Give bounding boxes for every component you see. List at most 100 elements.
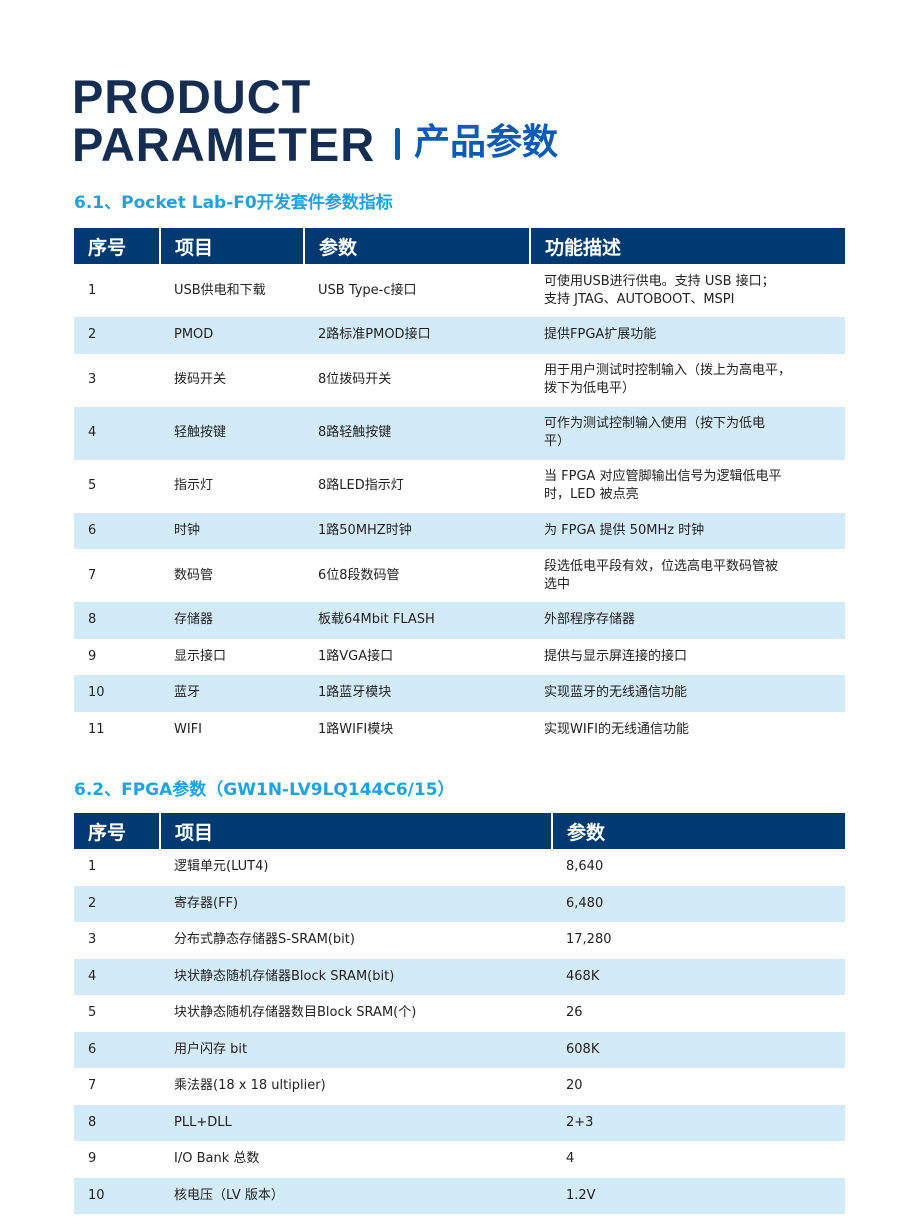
table-cell: 4 — [74, 406, 160, 460]
table-cell: 8路轻触按键 — [304, 406, 530, 460]
title-divider — [395, 128, 400, 160]
column-header: 序号 — [74, 228, 160, 264]
table-cell: PLL+DLL — [160, 1104, 552, 1141]
table-cell: 存储器 — [160, 602, 304, 639]
table-cell: 实现WIFI的无线通信功能 — [544, 721, 689, 737]
table-cell: 4 — [566, 1151, 575, 1167]
table-cell: 8 — [74, 1104, 160, 1141]
table-cell: 为 FPGA 提供 50MHz 时钟 — [530, 512, 845, 549]
table-cell: USB Type-c接口 — [318, 282, 417, 298]
table-cell: 8路LED指示灯 — [318, 478, 404, 493]
table-cell: 蓝牙 — [160, 675, 304, 712]
table-cell: 5 — [88, 1005, 97, 1021]
table-cell: 拨码开关 — [174, 372, 227, 387]
table-row: 1 逻辑单元(LUT4) 8,640 — [74, 849, 845, 886]
column-header: 项目 — [159, 813, 552, 849]
table-cell: 用户闪存 bit — [160, 1031, 552, 1068]
table-cell: 逻辑单元(LUT4) — [174, 859, 269, 875]
table-cell: 当 FPGA 对应管脚输出信号为逻辑低电平 时，LED 被点亮 — [544, 469, 782, 502]
section1-heading: 6.1、Pocket Lab-F0开发套件参数指标 — [74, 193, 393, 213]
table-cell: 9 — [88, 648, 97, 664]
table-row: 1 USB供电和下载 USB Type-c接口 可使用USB进行供电。支持 USB 接… — [74, 264, 845, 317]
column-header: 功能描述 — [529, 228, 845, 264]
title-line1: PRODUCT — [72, 70, 312, 123]
table-cell: 6 — [74, 1031, 160, 1068]
table-row: 6 用户闪存 bit 608K — [74, 1031, 845, 1068]
table-cell: 指示灯 — [174, 478, 214, 493]
table-row: 2 PMOD 2路标准PMOD接口 提供FPGA扩展功能 — [74, 317, 845, 354]
table-cell: 8,640 — [566, 859, 604, 875]
table-cell: 1 — [88, 282, 97, 298]
table-cell: 20 — [566, 1078, 583, 1094]
title-line2: PARAMETER — [72, 118, 376, 171]
table-cell: 1 — [88, 859, 97, 875]
table-cell: 7 — [88, 1078, 97, 1094]
column-header: 参数 — [551, 813, 845, 849]
table-cell: 6,480 — [552, 885, 845, 922]
table-cell: 3 — [88, 932, 97, 948]
fpga-parameter-table: 序号 项目 参数 1 逻辑单元(LUT4) 8,640 2 寄存器(FF) 6,480 3 分布式静… — [74, 813, 845, 1214]
table-row: 2 寄存器(FF) 6,480 — [74, 885, 845, 922]
table-row: 11 WIFI 1路WIFI模块 实现WIFI的无线通信功能 — [74, 712, 845, 749]
table-cell: 8 — [74, 602, 160, 639]
table-row: 3 分布式静态存储器S-SRAM(bit) 17,280 — [74, 922, 845, 959]
table-cell: 可作为测试控制输入使用（按下为低电 平） — [530, 406, 845, 460]
table-cell: I/O Bank 总数 — [174, 1151, 260, 1167]
table-row: 8 PLL+DLL 2+3 — [74, 1104, 845, 1141]
table-cell: 块状静态随机存储器Block SRAM(bit) — [160, 958, 552, 995]
table-row: 9 显示接口 1路VGA接口 提供与显示屏连接的接口 — [74, 639, 845, 676]
table-cell: 提供与显示屏连接的接口 — [544, 648, 688, 664]
table-cell: 608K — [552, 1031, 845, 1068]
column-header: 参数 — [303, 228, 530, 264]
table-cell: 8位拨码开关 — [318, 372, 392, 387]
table-row: 3 拨码开关 8位拨码开关 用于用户测试时控制输入（拨上为高电平， 拨下为低电平） — [74, 354, 845, 407]
table-cell: 用于用户测试时控制输入（拨上为高电平， 拨下为低电平） — [544, 363, 792, 396]
table-cell: 6位8段数码管 — [318, 567, 400, 583]
table-row: 9 I/O Bank 总数 4 — [74, 1141, 845, 1178]
table-cell: 10 — [74, 675, 160, 712]
table-cell: 块状静态随机存储器数目Block SRAM(个) — [174, 1005, 417, 1021]
table-cell: 7 — [88, 567, 97, 583]
table-cell: 1路WIFI模块 — [318, 721, 394, 737]
table-cell: 数码管 — [174, 567, 214, 583]
table-cell: WIFI — [174, 721, 202, 737]
table-cell: 提供FPGA扩展功能 — [530, 317, 845, 354]
table-cell: 10 — [74, 1177, 160, 1214]
column-header: 项目 — [159, 228, 304, 264]
table-cell: 17,280 — [566, 932, 612, 948]
table-cell: 4 — [74, 958, 160, 995]
title-chinese: 产品参数 — [414, 122, 559, 163]
table-cell: 5 — [88, 478, 97, 493]
table-cell: 2路标准PMOD接口 — [304, 317, 530, 354]
table-cell: 3 — [88, 372, 97, 387]
table-row: 10 蓝牙 1路蓝牙模块 实现蓝牙的无线通信功能 — [74, 675, 845, 712]
table-cell: 1路50MHZ时钟 — [304, 512, 530, 549]
table-row: 10 核电压（LV 版本） 1.2V — [74, 1177, 845, 1214]
table-row: 8 存储器 板载64Mbit FLASH 外部程序存储器 — [74, 602, 845, 639]
section2-heading: 6.2、FPGA参数（GW1N-LV9LQ144C6/15） — [74, 780, 455, 800]
table-cell: PMOD — [160, 317, 304, 354]
table-cell: 寄存器(FF) — [160, 885, 552, 922]
kit-parameter-table: 序号 项目 参数 功能描述 1 USB供电和下载 USB Type-c接口 可使用USB进行供… — [74, 228, 845, 748]
table-cell: 26 — [566, 1005, 583, 1021]
table-cell: 1路VGA接口 — [318, 648, 394, 664]
column-header: 序号 — [74, 813, 160, 849]
table-cell: 时钟 — [160, 512, 304, 549]
table-row: 6 时钟 1路50MHZ时钟为 FPGA 提供 50MHz 时钟 — [74, 512, 845, 549]
table-cell: 板载64Mbit FLASH — [304, 602, 530, 639]
table-cell: USB供电和下载 — [174, 282, 266, 298]
table-cell: 9 — [88, 1151, 97, 1167]
table-cell: 乘法器(18 x 18 ultiplier) — [174, 1078, 326, 1094]
table-row: 7 数码管 6位8段数码管 段选低电平段有效，位选高电平数码管被 选中 — [74, 549, 845, 602]
table-cell: 2+3 — [552, 1104, 845, 1141]
table-cell: 6 — [74, 512, 160, 549]
table-cell: 轻触按键 — [160, 406, 304, 460]
table-cell: 分布式静态存储器S-SRAM(bit) — [174, 932, 355, 948]
table-cell: 11 — [88, 721, 105, 737]
table-cell: 1路蓝牙模块 — [304, 675, 530, 712]
table-row: 5 块状静态随机存储器数目Block SRAM(个) 26 — [74, 995, 845, 1032]
table-cell: 实现蓝牙的无线通信功能 — [530, 675, 845, 712]
table-cell: 段选低电平段有效，位选高电平数码管被 选中 — [544, 558, 779, 592]
table-cell: 2 — [74, 885, 160, 922]
